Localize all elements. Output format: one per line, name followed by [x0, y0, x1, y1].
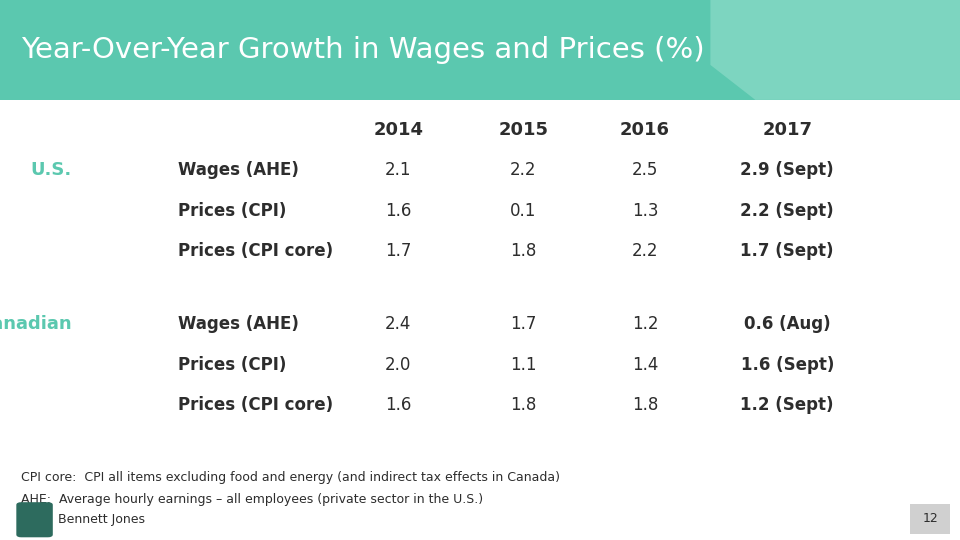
Text: 1.8: 1.8 — [510, 396, 537, 414]
Text: Wages (AHE): Wages (AHE) — [178, 161, 299, 179]
Text: 2.9 (Sept): 2.9 (Sept) — [740, 161, 834, 179]
Text: 1.8: 1.8 — [510, 242, 537, 260]
Text: 1.3: 1.3 — [632, 201, 659, 220]
Text: Prices (CPI): Prices (CPI) — [178, 201, 286, 220]
Text: 2.1: 2.1 — [385, 161, 412, 179]
Text: CPI core:  CPI all items excluding food and energy (and indirect tax effects in : CPI core: CPI all items excluding food a… — [21, 471, 560, 484]
Text: 1.6: 1.6 — [385, 396, 412, 414]
Text: 1.2: 1.2 — [632, 315, 659, 333]
Text: 2017: 2017 — [762, 120, 812, 139]
Text: Prices (CPI): Prices (CPI) — [178, 355, 286, 374]
Text: 2.5: 2.5 — [632, 161, 659, 179]
Text: 1.6: 1.6 — [385, 201, 412, 220]
Text: 1.7: 1.7 — [385, 242, 412, 260]
Text: 1.8: 1.8 — [632, 396, 659, 414]
FancyBboxPatch shape — [910, 504, 950, 534]
Text: 1.2 (Sept): 1.2 (Sept) — [740, 396, 834, 414]
Text: Bennett Jones: Bennett Jones — [58, 513, 145, 526]
Text: 0.6 (Aug): 0.6 (Aug) — [744, 315, 830, 333]
Text: 1.6 (Sept): 1.6 (Sept) — [740, 355, 834, 374]
Polygon shape — [710, 0, 960, 100]
Text: Prices (CPI core): Prices (CPI core) — [178, 396, 333, 414]
Text: 2.4: 2.4 — [385, 315, 412, 333]
Text: 2.2: 2.2 — [632, 242, 659, 260]
Text: 2.0: 2.0 — [385, 355, 412, 374]
Text: 0.1: 0.1 — [510, 201, 537, 220]
Text: 12: 12 — [923, 512, 938, 525]
Text: U.S.: U.S. — [31, 161, 72, 179]
Text: Year-Over-Year Growth in Wages and Prices (%): Year-Over-Year Growth in Wages and Price… — [21, 36, 705, 64]
Text: 2016: 2016 — [620, 120, 670, 139]
Text: Prices (CPI core): Prices (CPI core) — [178, 242, 333, 260]
Text: 1.7: 1.7 — [510, 315, 537, 333]
Text: 1.7 (Sept): 1.7 (Sept) — [740, 242, 834, 260]
Text: 2.2: 2.2 — [510, 161, 537, 179]
FancyBboxPatch shape — [0, 0, 960, 100]
Text: AHE:  Average hourly earnings – all employees (private sector in the U.S.): AHE: Average hourly earnings – all emplo… — [21, 493, 483, 506]
Text: 2.2 (Sept): 2.2 (Sept) — [740, 201, 834, 220]
Text: 2014: 2014 — [373, 120, 423, 139]
FancyBboxPatch shape — [16, 502, 53, 537]
Text: Canadian: Canadian — [0, 315, 72, 333]
Text: 1.1: 1.1 — [510, 355, 537, 374]
Text: 1.4: 1.4 — [632, 355, 659, 374]
Text: 2015: 2015 — [498, 120, 548, 139]
Text: Wages (AHE): Wages (AHE) — [178, 315, 299, 333]
